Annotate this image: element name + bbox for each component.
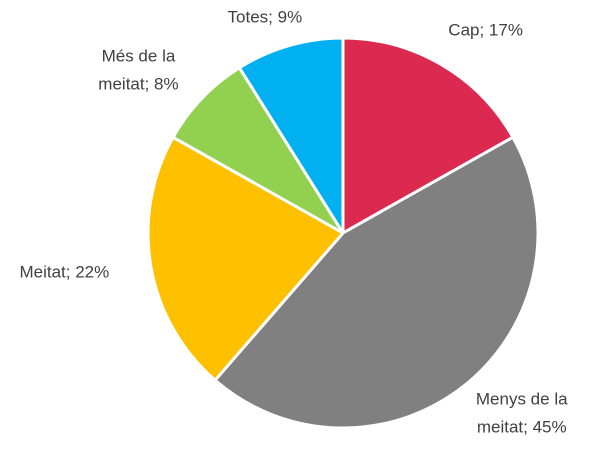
pie-slice <box>341 36 515 235</box>
data-label: Totes; 9% <box>228 7 303 26</box>
data-label: Meitat; 22% <box>19 262 109 281</box>
pie-slice <box>146 135 345 382</box>
pie-slice <box>213 135 540 430</box>
data-label: Més de la meitat; 8% <box>98 47 178 94</box>
pie-slice <box>171 66 345 235</box>
pie-slice <box>237 36 345 235</box>
data-label: Cap; 17% <box>448 20 523 39</box>
data-label: Menys de la meitat; 45% <box>476 390 568 437</box>
